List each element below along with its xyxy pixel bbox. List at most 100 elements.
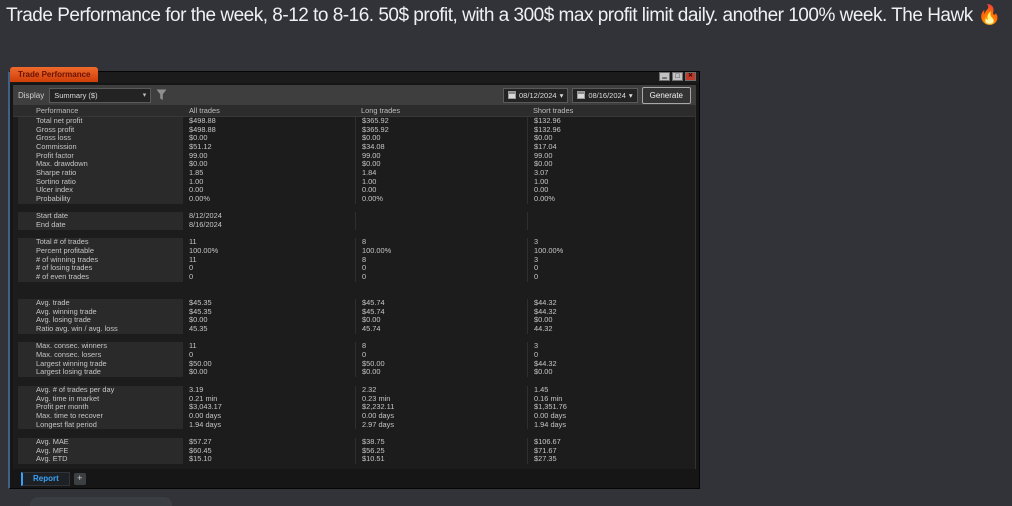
row-value: $498.88 bbox=[189, 117, 216, 125]
row-value: $2,232.11 bbox=[355, 403, 527, 412]
table-row[interactable]: Gross loss $0.00 $0.00 $0.00 bbox=[13, 134, 695, 144]
table-row[interactable]: Avg. time in market 0.21 min 0.23 min 0.16 … bbox=[13, 394, 695, 404]
calendar-icon bbox=[508, 91, 517, 99]
table-row[interactable]: Sharpe ratio 1.85 1.84 3.07 bbox=[13, 169, 695, 178]
add-tab-button[interactable]: + bbox=[73, 472, 86, 485]
table-row[interactable]: Max. consec. winners 11 8 3 bbox=[13, 342, 695, 352]
table-row[interactable]: Percent profitable 100.00% 100.00% 100.00% bbox=[13, 247, 695, 256]
tab-report[interactable]: Report bbox=[21, 471, 70, 486]
window-toolbar: Display Summary ($) 08/12/2024 08/16/202… bbox=[13, 85, 696, 105]
table-row[interactable]: Largest losing trade $0.00 $0.00 $0.00 bbox=[13, 368, 695, 378]
table-row[interactable]: Avg. MAE $57.27 $38.75 $106.67 bbox=[13, 437, 695, 447]
row-value: 0.00 bbox=[527, 186, 695, 196]
attachment-corner bbox=[30, 497, 172, 506]
row-value: 8 bbox=[355, 238, 527, 248]
table-row[interactable]: Longest flat period 1.94 days 2.97 days 1.9… bbox=[13, 420, 695, 430]
row-label: Avg. winning trade bbox=[13, 307, 183, 317]
row-label: Avg. trade bbox=[13, 299, 183, 308]
date-from-picker[interactable]: 08/12/2024 bbox=[503, 87, 569, 103]
row-value: 3.19 bbox=[189, 385, 204, 394]
table-row[interactable]: Sortino ratio 1.00 1.00 1.00 bbox=[13, 177, 695, 187]
row-value: 1.45 bbox=[527, 385, 695, 395]
table-row[interactable]: Total # of trades 11 8 3 bbox=[13, 238, 695, 248]
row-value: $0.00 bbox=[355, 134, 527, 144]
window-title-tab[interactable]: Trade Performance bbox=[10, 67, 99, 82]
table-row[interactable]: Largest winning trade $50.00 $50.00 $44.32 bbox=[13, 359, 695, 369]
table-spacer-row bbox=[13, 334, 695, 343]
display-dropdown-value: Summary ($) bbox=[54, 90, 98, 100]
performance-table[interactable]: Performance All trades Long trades Short tr… bbox=[13, 105, 696, 469]
table-row[interactable]: Avg. losing trade $0.00 $0.00 $0.00 bbox=[13, 316, 695, 326]
table-row[interactable]: Gross profit $498.88 $365.92 $132.96 bbox=[13, 125, 695, 135]
table-row[interactable]: Max. time to recover 0.00 days 0.00 days 0.… bbox=[13, 411, 695, 421]
row-label: Max. time to recover bbox=[13, 411, 183, 421]
table-row[interactable]: Commission $51.12 $34.08 $17.04 bbox=[13, 143, 695, 152]
row-value: $0.00 bbox=[355, 316, 527, 326]
row-label: Avg. # of trades per day bbox=[13, 385, 183, 395]
row-label: Max. consec. winners bbox=[13, 342, 183, 352]
row-value: 45.74 bbox=[355, 325, 527, 334]
filter-funnel-icon[interactable] bbox=[156, 89, 167, 101]
calendar-icon bbox=[577, 91, 586, 99]
maximize-icon[interactable] bbox=[672, 72, 683, 81]
chevron-down-icon bbox=[560, 91, 564, 100]
footer-tab-bar: Report + bbox=[13, 471, 86, 486]
row-label: Commission bbox=[13, 143, 183, 152]
table-row[interactable]: Profit per month $3,043.17 $2,232.11 $1,351… bbox=[13, 403, 695, 412]
table-row[interactable]: # of winning trades 11 8 3 bbox=[13, 255, 695, 265]
row-value: 2.97 days bbox=[355, 420, 527, 430]
column-header[interactable]: Long trades bbox=[361, 106, 401, 115]
row-label: Total net profit bbox=[13, 117, 183, 126]
display-dropdown[interactable]: Summary ($) bbox=[49, 87, 152, 103]
row-label: # of winning trades bbox=[13, 255, 183, 265]
row-label: Probability bbox=[13, 195, 183, 204]
table-row[interactable]: Total net profit $498.88 $365.92 $132.96 bbox=[13, 117, 695, 126]
minimize-icon[interactable] bbox=[659, 72, 670, 81]
table-row[interactable]: Avg. MFE $60.45 $56.25 $71.67 bbox=[13, 446, 695, 456]
row-label: Percent profitable bbox=[13, 247, 183, 256]
row-value: 0.00% bbox=[527, 195, 695, 204]
row-value: 0.00% bbox=[189, 195, 210, 204]
table-row[interactable]: Probability 0.00% 0.00% 0.00% bbox=[13, 195, 695, 204]
row-value: $15.10 bbox=[189, 455, 212, 464]
column-header[interactable]: Performance bbox=[36, 106, 79, 115]
row-value: 1.84 bbox=[355, 169, 527, 178]
table-row[interactable]: Avg. trade $45.35 $45.74 $44.32 bbox=[13, 299, 695, 308]
row-label: Ulcer index bbox=[13, 186, 183, 196]
table-row[interactable]: Avg. ETD $15.10 $10.51 $27.35 bbox=[13, 455, 695, 464]
row-label: Avg. losing trade bbox=[13, 316, 183, 326]
table-row[interactable]: Max. drawdown $0.00 $0.00 $0.00 bbox=[13, 160, 695, 170]
row-value: 0.00 bbox=[355, 186, 527, 196]
row-value: 0.21 min bbox=[189, 394, 218, 403]
generate-button[interactable]: Generate bbox=[641, 86, 691, 104]
row-label: Longest flat period bbox=[13, 420, 183, 430]
table-row[interactable]: Profit factor 99.00 99.00 99.00 bbox=[13, 151, 695, 161]
table-row[interactable]: Avg. winning trade $45.35 $45.74 $44.32 bbox=[13, 307, 695, 317]
table-row[interactable]: End date 8/16/2024 bbox=[13, 221, 695, 230]
window-controls bbox=[659, 72, 696, 81]
row-label: # of even trades bbox=[13, 273, 183, 282]
table-row[interactable]: Ratio avg. win / avg. loss 45.35 45.74 44.3… bbox=[13, 325, 695, 334]
table-row[interactable]: Ulcer index 0.00 0.00 0.00 bbox=[13, 186, 695, 196]
window-titlebar[interactable]: Trade Performance bbox=[10, 67, 699, 83]
table-row[interactable]: Max. consec. losers 0 0 0 bbox=[13, 351, 695, 360]
display-label: Display bbox=[18, 90, 45, 100]
table-row[interactable]: Start date 8/12/2024 bbox=[13, 212, 695, 222]
row-value: 11 bbox=[189, 238, 197, 247]
close-icon[interactable] bbox=[685, 72, 696, 81]
row-value: $0.00 bbox=[527, 316, 695, 326]
row-value: 0 bbox=[355, 264, 527, 274]
table-row[interactable]: # of even trades 0 0 0 bbox=[13, 273, 695, 282]
table-row[interactable]: Avg. # of trades per day 3.19 2.32 1.45 bbox=[13, 385, 695, 395]
row-value: 44.32 bbox=[527, 325, 695, 334]
column-header[interactable]: All trades bbox=[189, 106, 220, 115]
column-header[interactable]: Short trades bbox=[533, 106, 574, 115]
table-row[interactable]: # of losing trades 0 0 0 bbox=[13, 264, 695, 274]
row-value: $498.88 bbox=[189, 125, 216, 134]
date-to-picker[interactable]: 08/16/2024 bbox=[572, 87, 638, 103]
chevron-down-icon bbox=[143, 91, 147, 99]
row-value bbox=[527, 221, 695, 230]
row-value: 99.00 bbox=[527, 151, 695, 161]
row-value: 100.00% bbox=[189, 247, 219, 256]
row-value: $34.08 bbox=[355, 143, 527, 152]
